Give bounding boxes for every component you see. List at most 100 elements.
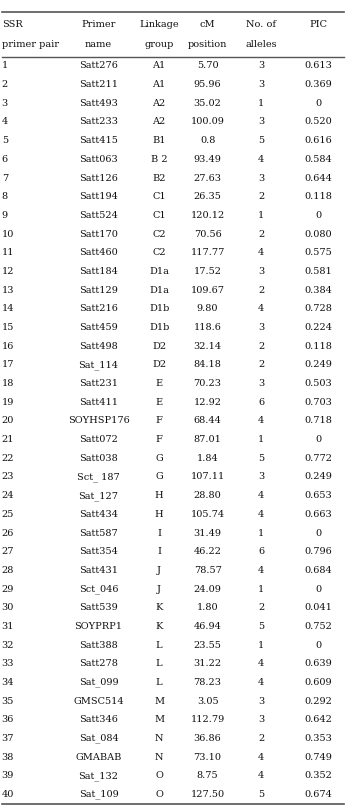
Text: 0.609: 0.609 <box>304 678 332 687</box>
Text: 0.674: 0.674 <box>304 790 332 799</box>
Text: cM: cM <box>200 20 216 29</box>
Text: 127.50: 127.50 <box>191 790 225 799</box>
Text: 117.77: 117.77 <box>190 248 225 257</box>
Text: No. of: No. of <box>246 20 276 29</box>
Text: 5: 5 <box>258 622 264 631</box>
Text: 9.80: 9.80 <box>197 305 218 314</box>
Text: Satt231: Satt231 <box>79 379 118 388</box>
Text: 29: 29 <box>2 584 14 594</box>
Text: Satt216: Satt216 <box>79 305 118 314</box>
Text: Satt276: Satt276 <box>79 61 118 70</box>
Text: 109.67: 109.67 <box>191 285 225 295</box>
Text: 2: 2 <box>258 604 264 612</box>
Text: 1: 1 <box>258 211 264 220</box>
Text: 112.79: 112.79 <box>191 715 225 725</box>
Text: 4: 4 <box>258 678 264 687</box>
Text: 31: 31 <box>2 622 14 631</box>
Text: 15: 15 <box>2 323 14 332</box>
Text: 32.14: 32.14 <box>193 342 222 351</box>
Text: 0: 0 <box>315 584 321 594</box>
Text: 0: 0 <box>315 99 321 107</box>
Text: Sat_127: Sat_127 <box>79 490 119 500</box>
Text: 0.613: 0.613 <box>304 61 332 70</box>
Text: H: H <box>155 510 163 519</box>
Text: Satt170: Satt170 <box>79 229 118 238</box>
Text: 1.80: 1.80 <box>197 604 218 612</box>
Text: 95.96: 95.96 <box>194 80 221 89</box>
Text: C1: C1 <box>152 192 166 201</box>
Text: Satt126: Satt126 <box>79 174 118 183</box>
Text: 3: 3 <box>258 80 264 89</box>
Text: I: I <box>157 528 161 537</box>
Text: 8.75: 8.75 <box>197 772 218 781</box>
Text: 2: 2 <box>258 285 264 295</box>
Text: 21: 21 <box>2 435 14 444</box>
Text: O: O <box>155 772 163 781</box>
Text: 1: 1 <box>258 641 264 650</box>
Text: D2: D2 <box>152 342 166 351</box>
Text: 0.749: 0.749 <box>304 753 332 762</box>
Text: 3.05: 3.05 <box>197 696 218 705</box>
Text: 10: 10 <box>2 229 14 238</box>
Text: Sct_ 187: Sct_ 187 <box>77 472 120 482</box>
Text: 4: 4 <box>258 753 264 762</box>
Text: Satt038: Satt038 <box>79 454 118 463</box>
Text: 105.74: 105.74 <box>191 510 225 519</box>
Text: 5: 5 <box>258 790 264 799</box>
Text: 1.84: 1.84 <box>197 454 218 463</box>
Text: Sct_046: Sct_046 <box>79 584 118 594</box>
Text: 0: 0 <box>315 211 321 220</box>
Text: L: L <box>156 641 163 650</box>
Text: 20: 20 <box>2 416 14 426</box>
Text: 4: 4 <box>258 510 264 519</box>
Text: 0: 0 <box>315 528 321 537</box>
Text: 6: 6 <box>258 398 264 406</box>
Text: 0.653: 0.653 <box>304 491 332 500</box>
Text: 9: 9 <box>2 211 8 220</box>
Text: 4: 4 <box>258 416 264 426</box>
Text: 70.23: 70.23 <box>194 379 221 388</box>
Text: SOYHSP176: SOYHSP176 <box>68 416 129 426</box>
Text: Satt415: Satt415 <box>79 136 118 145</box>
Text: Satt411: Satt411 <box>79 398 118 406</box>
Text: 4: 4 <box>258 305 264 314</box>
Text: Satt354: Satt354 <box>79 547 118 556</box>
Text: 22: 22 <box>2 454 14 463</box>
Text: A2: A2 <box>153 117 166 127</box>
Text: 68.44: 68.44 <box>194 416 221 426</box>
Text: N: N <box>155 734 163 743</box>
Text: Satt498: Satt498 <box>79 342 118 351</box>
Text: Primer: Primer <box>81 20 116 29</box>
Text: 25: 25 <box>2 510 14 519</box>
Text: 100.09: 100.09 <box>191 117 225 127</box>
Text: Satt524: Satt524 <box>79 211 118 220</box>
Text: 2: 2 <box>2 80 8 89</box>
Text: 78.57: 78.57 <box>194 566 221 575</box>
Text: 0.520: 0.520 <box>304 117 332 127</box>
Text: Satt184: Satt184 <box>79 267 118 276</box>
Text: 0.503: 0.503 <box>304 379 332 388</box>
Text: 0.249: 0.249 <box>304 473 332 482</box>
Text: 32: 32 <box>2 641 14 650</box>
Text: Satt346: Satt346 <box>79 715 118 725</box>
Text: 0.728: 0.728 <box>304 305 332 314</box>
Text: Satt434: Satt434 <box>79 510 118 519</box>
Text: G: G <box>155 454 163 463</box>
Text: 0.703: 0.703 <box>304 398 332 406</box>
Text: Satt587: Satt587 <box>79 528 118 537</box>
Text: 4: 4 <box>258 659 264 668</box>
Text: K: K <box>155 622 163 631</box>
Text: Sat_114: Sat_114 <box>79 360 119 370</box>
Text: 26.35: 26.35 <box>194 192 221 201</box>
Text: 3: 3 <box>258 61 264 70</box>
Text: Satt539: Satt539 <box>79 604 118 612</box>
Text: 4: 4 <box>258 155 264 164</box>
Text: PIC: PIC <box>309 20 327 29</box>
Text: 6: 6 <box>2 155 8 164</box>
Text: Sat_099: Sat_099 <box>79 678 118 688</box>
Text: GMSC514: GMSC514 <box>73 696 124 705</box>
Text: 14: 14 <box>2 305 14 314</box>
Text: 0.352: 0.352 <box>304 772 332 781</box>
Text: 107.11: 107.11 <box>191 473 225 482</box>
Text: 28: 28 <box>2 566 14 575</box>
